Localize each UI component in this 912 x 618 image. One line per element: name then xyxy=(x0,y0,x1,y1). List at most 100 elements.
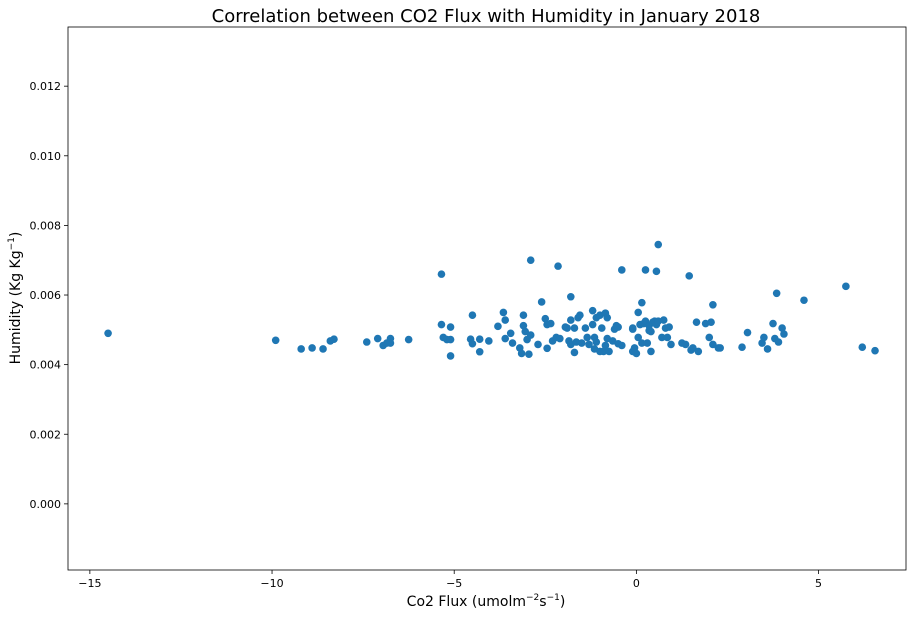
scatter-point xyxy=(667,340,675,349)
scatter-point xyxy=(663,333,672,342)
plot-area-frame xyxy=(67,26,907,571)
y-tick-label: 0.012 xyxy=(30,80,62,93)
y-axis-label-superscript: −1 xyxy=(7,237,17,250)
scatter-point xyxy=(437,320,446,329)
scatter-point xyxy=(858,343,867,352)
scatter-point xyxy=(638,339,646,347)
scatter-point xyxy=(362,338,371,346)
scatter-point xyxy=(628,325,637,333)
scatter-point xyxy=(641,266,650,274)
scatter-point xyxy=(743,328,752,337)
scatter-point xyxy=(576,311,584,320)
scatter-point xyxy=(525,350,533,358)
scatter-point xyxy=(506,329,515,338)
scatter-point xyxy=(654,240,663,249)
scatter-point xyxy=(541,314,550,323)
scatter-point xyxy=(632,349,641,358)
scatter-point xyxy=(485,337,493,345)
scatter-point xyxy=(652,267,661,276)
scatter-point xyxy=(330,335,338,344)
scatter-point xyxy=(647,347,655,356)
scatter-point xyxy=(760,333,768,342)
scatter-point xyxy=(386,339,395,347)
x-tick-label: 5 xyxy=(815,577,822,590)
scatter-point xyxy=(592,338,601,346)
scatter-point xyxy=(634,333,643,342)
scatter-point xyxy=(556,334,564,343)
scatter-point xyxy=(583,333,591,342)
scatter-point xyxy=(778,324,786,332)
scatter-point xyxy=(404,335,413,344)
scatter-point xyxy=(563,324,571,332)
y-tick-label: 0.002 xyxy=(30,428,62,441)
scatter-point xyxy=(446,352,455,360)
scatter-point xyxy=(526,331,535,339)
scatter-point xyxy=(588,320,597,329)
scatter-point xyxy=(603,313,612,322)
scatter-point xyxy=(517,349,526,358)
y-tick-label: 0.010 xyxy=(30,150,62,163)
scatter-point xyxy=(689,344,697,352)
scatter-point xyxy=(104,329,112,338)
scatter-point xyxy=(588,306,597,315)
x-axis-label: Co2 Flux (umolm−2s−1) xyxy=(407,593,566,610)
scatter-point xyxy=(647,327,655,336)
scatter-point xyxy=(585,340,593,349)
scatter-point xyxy=(634,308,643,317)
scatter-point xyxy=(446,335,455,344)
scatter-point xyxy=(521,327,530,336)
scatter-point xyxy=(567,316,575,324)
scatter-point xyxy=(772,289,781,298)
scatter-point xyxy=(738,343,746,352)
x-axis-label-end: ) xyxy=(560,594,565,610)
scatter-point xyxy=(570,324,579,332)
x-axis-label-superscript-1: −2 xyxy=(526,593,539,603)
scatter-point xyxy=(537,298,546,306)
x-axis-ticks: −15 −10 −5 0 5 xyxy=(78,570,822,590)
y-axis-label: Humidity (Kg Kg−1) xyxy=(7,232,24,365)
y-axis-ticks: 0.000 0.002 0.004 0.006 0.008 0.010 0.012 xyxy=(30,80,68,511)
scatter-point xyxy=(618,266,626,274)
scatter-point xyxy=(297,345,305,353)
scatter-point xyxy=(707,318,715,326)
scatter-point xyxy=(842,282,850,291)
scatter-point xyxy=(519,311,528,320)
scatter-point xyxy=(605,347,613,356)
scatter-point xyxy=(468,339,477,348)
scatter-point xyxy=(599,347,608,356)
scatter-point xyxy=(716,344,724,352)
y-tick-label: 0.008 xyxy=(30,219,62,232)
scatter-point xyxy=(271,336,280,345)
scatter-point xyxy=(769,319,777,328)
scatter-point xyxy=(543,344,551,353)
scatter-point xyxy=(614,323,622,331)
scatter-point xyxy=(534,340,542,349)
scatter-point xyxy=(577,339,586,347)
scatter-point xyxy=(780,330,788,338)
x-axis-label-text: Co2 Flux (umolm xyxy=(407,594,526,610)
x-tick-label: −10 xyxy=(260,577,283,590)
scatter-point xyxy=(499,308,508,317)
scatter-point xyxy=(546,319,555,328)
y-axis-label-text: Humidity (Kg Kg xyxy=(8,250,24,364)
scatter-point xyxy=(581,324,590,332)
scatter-point xyxy=(763,345,772,353)
scatter-point xyxy=(373,334,382,343)
scatter-point xyxy=(871,346,879,355)
scatter-point xyxy=(475,335,484,344)
scatter-point xyxy=(567,292,575,301)
scatter-points xyxy=(104,240,879,360)
x-tick-label: −5 xyxy=(446,577,462,590)
y-tick-label: 0.000 xyxy=(30,498,62,511)
scatter-point xyxy=(526,256,535,265)
scatter-point xyxy=(475,347,484,356)
scatter-point xyxy=(659,316,668,324)
scatter-point xyxy=(800,296,808,305)
scatter-point xyxy=(774,338,783,346)
scatter-point xyxy=(308,344,316,352)
scatter-point xyxy=(681,340,690,349)
scatter-point xyxy=(658,333,666,342)
scatter-point xyxy=(665,323,673,331)
